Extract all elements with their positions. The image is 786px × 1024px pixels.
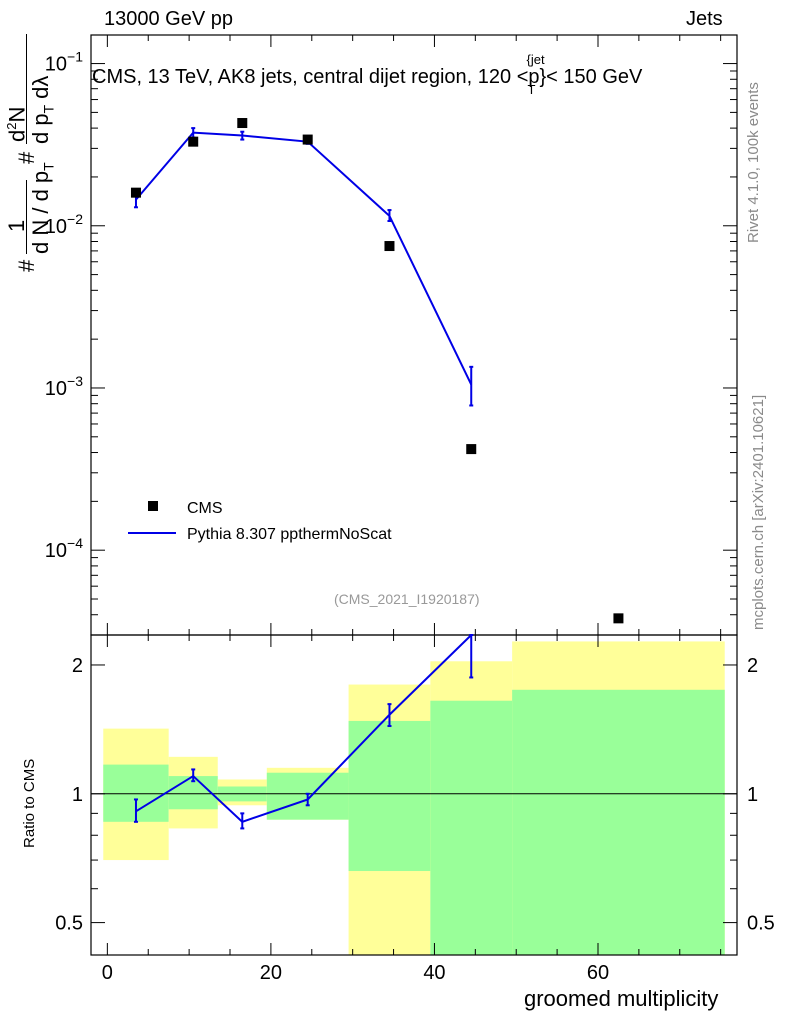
ylabel-den1-text: d N / d p xyxy=(28,170,53,254)
x-tick-label: 60 xyxy=(587,962,609,984)
main-y-tick-label: 10−2 xyxy=(45,211,83,238)
legend-cms-marker xyxy=(148,501,158,511)
plot-title-end: }< 150 GeV xyxy=(539,66,643,88)
mcplots-label: mcplots.cern.ch [arXiv:2401.10621] xyxy=(750,394,767,630)
header-left: 13000 GeV pp xyxy=(104,8,233,30)
ylabel-den2: d pTdλ xyxy=(28,76,56,144)
ratio-mc-series xyxy=(133,634,474,830)
ylabel-fraction-bar2 xyxy=(26,34,27,144)
ylabel-den1-sub: T xyxy=(40,162,57,171)
x-tick-label: 40 xyxy=(423,962,445,984)
main-axis-ticks: 10−1 10−2 10−3 10−4 xyxy=(45,35,737,636)
ratio-band-green-6 xyxy=(512,689,725,955)
ratio-y-tick-label-right: 1 xyxy=(747,784,758,806)
ratio-axis-ticks: 0 20 40 60 0.5 0.5 1 1 2 2 xyxy=(55,635,775,984)
ratio-y-tick-label: 0.5 xyxy=(55,913,83,935)
x-tick-label: 20 xyxy=(260,962,282,984)
ylabel-num2-sup: 2 xyxy=(4,122,19,130)
cms-data-point xyxy=(466,444,477,455)
plot-title: CMS, 13 TeV, AK8 jets, central dijet reg… xyxy=(92,52,643,97)
header-right: Jets xyxy=(686,8,723,30)
plot-title-main: CMS, 13 TeV, AK8 jets, central dijet reg… xyxy=(92,66,540,88)
mc-line xyxy=(135,131,473,385)
x-axis-label: groomed multiplicity xyxy=(524,986,719,1011)
ratio-band-green-4 xyxy=(348,720,431,872)
cms-data-point xyxy=(384,241,395,252)
main-y-tick-label: 10−3 xyxy=(45,373,83,400)
ratio-frame-rect xyxy=(90,634,738,956)
ratio-y-tick-label-right: 0.5 xyxy=(747,913,775,935)
main-ylabel: # 1 d N / d pT # d2N d pTdλ xyxy=(4,32,88,272)
ylabel-hash2: # xyxy=(14,151,39,164)
main-y-tick-label: 10−4 xyxy=(45,535,83,562)
ylabel-fraction-bar1 xyxy=(26,180,27,254)
ratio-mc-line xyxy=(135,634,472,823)
ratio-uncertainty-bands xyxy=(103,641,725,955)
cms-data-point xyxy=(237,118,248,129)
legend: CMS Pythia 8.307 ppthermNoScat xyxy=(128,500,392,543)
ylabel-den1: d N / d pT xyxy=(28,162,56,254)
legend-mc-label: Pythia 8.307 ppthermNoScat xyxy=(187,526,392,543)
cms-data-point xyxy=(188,136,199,147)
ylabel-den2-end: dλ xyxy=(28,75,53,99)
plot-title-sup: {jet xyxy=(526,52,545,67)
rivet-label: Rivet 4.1.0, 100k events xyxy=(745,82,762,243)
cms-data-point xyxy=(130,187,141,198)
main-frame-rect xyxy=(90,34,738,636)
ylabel-den2-sub: T xyxy=(40,104,57,114)
main-y-tick-label: 10−1 xyxy=(45,49,83,76)
main-data-series xyxy=(130,118,624,624)
analysis-id: (CMS_2021_I1920187) xyxy=(334,591,480,607)
ratio-y-tick-label: 2 xyxy=(72,655,83,677)
legend-cms-label: CMS xyxy=(187,500,223,517)
cms-data-point xyxy=(302,134,313,145)
cms-data-point xyxy=(613,613,624,624)
ylabel-den2-text: d p xyxy=(28,113,53,144)
ratio-band-green-5 xyxy=(430,700,513,955)
plot-title-sub: T xyxy=(527,82,536,97)
ylabel-hash1: # xyxy=(14,259,39,272)
main-mc-series xyxy=(133,127,474,407)
ratio-y-tick-label-right: 2 xyxy=(747,655,758,677)
main-plot-frame xyxy=(90,34,738,636)
ratio-ylabel: Ratio to CMS xyxy=(21,758,38,848)
ratio-y-tick-label: 1 xyxy=(72,784,83,806)
x-tick-label: 0 xyxy=(102,962,113,984)
ratio-plot-frame xyxy=(90,634,738,956)
